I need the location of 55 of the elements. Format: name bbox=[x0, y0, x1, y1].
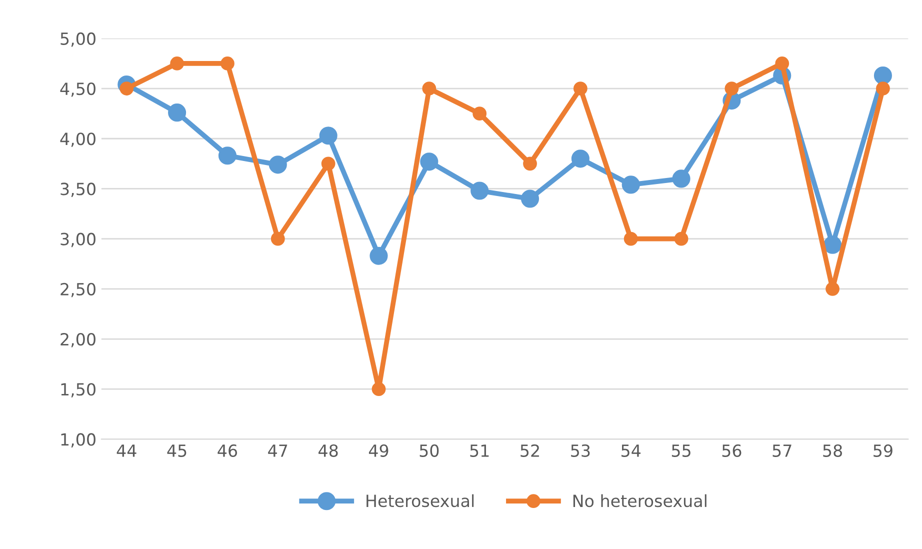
x-tick-label: 50 bbox=[420, 444, 439, 457]
x-tick-label: 53 bbox=[571, 444, 590, 457]
x-tick-label: 45 bbox=[167, 444, 186, 457]
point bbox=[422, 82, 436, 96]
point bbox=[876, 82, 890, 96]
point bbox=[724, 82, 739, 96]
point bbox=[470, 182, 489, 200]
y-tick-label: 4,50 bbox=[60, 82, 96, 97]
point bbox=[270, 232, 285, 246]
x-tick-label: 49 bbox=[368, 444, 388, 457]
legend-label: Heterosexual bbox=[366, 494, 474, 508]
point bbox=[674, 232, 688, 246]
point bbox=[571, 150, 590, 168]
point bbox=[420, 152, 438, 171]
y-tick-label: 3,00 bbox=[60, 232, 96, 248]
y-tick-label: 1,00 bbox=[61, 433, 96, 448]
point bbox=[874, 66, 892, 85]
point bbox=[472, 106, 487, 121]
y-tick-label: 5,00 bbox=[60, 32, 96, 47]
point bbox=[824, 236, 842, 254]
y-tick-label: 1,50 bbox=[61, 383, 96, 398]
x-tick-label: 54 bbox=[622, 444, 641, 457]
point bbox=[372, 382, 386, 396]
point bbox=[370, 246, 388, 265]
point bbox=[624, 232, 638, 246]
y-tick-label: 2,00 bbox=[60, 332, 96, 348]
point bbox=[218, 146, 237, 165]
point bbox=[168, 104, 186, 122]
point bbox=[826, 282, 840, 296]
x-tick-label: 44 bbox=[116, 444, 136, 457]
x-tick-label: 57 bbox=[772, 444, 792, 457]
y-tick-label: 4,00 bbox=[60, 132, 96, 147]
y-tick-label: 3,50 bbox=[60, 182, 96, 197]
x-tick-label: 59 bbox=[874, 444, 892, 457]
x-tick-label: 51 bbox=[470, 444, 489, 457]
point bbox=[321, 156, 336, 171]
point bbox=[672, 170, 690, 188]
point bbox=[268, 156, 287, 174]
point bbox=[775, 56, 790, 70]
point bbox=[170, 56, 184, 70]
point bbox=[319, 126, 338, 145]
x-tick-label: 46 bbox=[218, 444, 238, 457]
x-tick-label: 55 bbox=[672, 444, 690, 457]
x-tick-label: 48 bbox=[318, 444, 338, 457]
point bbox=[622, 176, 640, 194]
x-tick-label: 58 bbox=[823, 444, 842, 457]
x-tick-label: 52 bbox=[520, 444, 539, 457]
point bbox=[523, 156, 537, 171]
y-tick-label: 2,50 bbox=[60, 282, 96, 298]
point bbox=[573, 82, 588, 96]
x-tick-label: 56 bbox=[722, 444, 742, 457]
x-tick-label: 47 bbox=[268, 444, 288, 457]
point bbox=[220, 56, 234, 70]
point bbox=[520, 190, 540, 208]
legend-label: No heterosexual bbox=[573, 494, 706, 508]
